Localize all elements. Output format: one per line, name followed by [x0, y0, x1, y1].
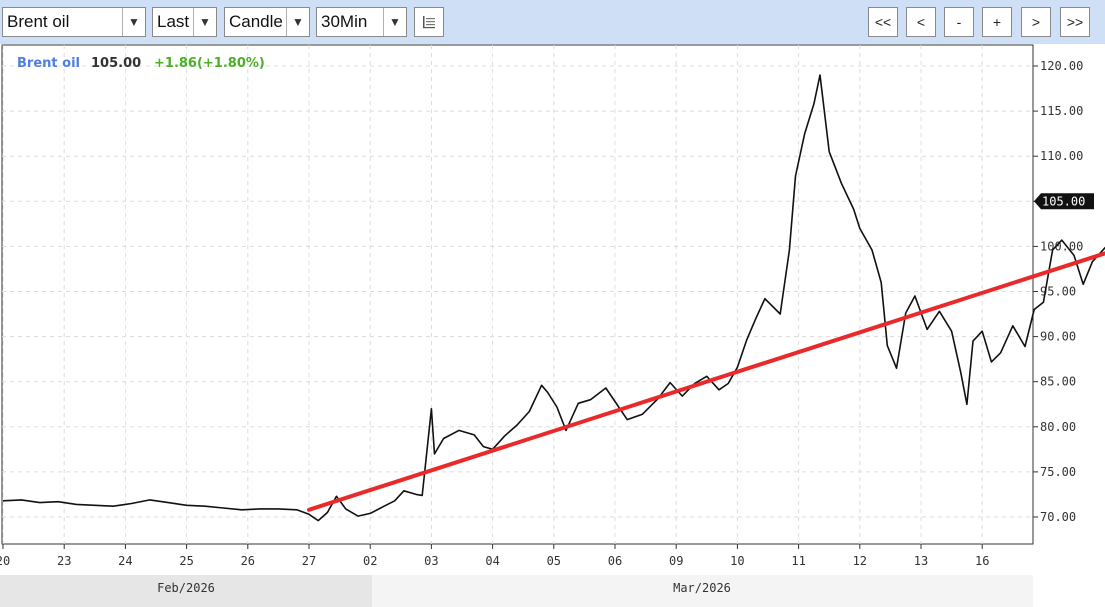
x-tick-label: 10 [730, 554, 744, 568]
y-tick-label: 85.00 [1040, 375, 1076, 389]
nav-last-button[interactable]: >> [1060, 7, 1090, 37]
price-line [2, 74, 1105, 522]
instrument-value: Brent oil [7, 12, 70, 31]
x-tick-label: 26 [241, 554, 255, 568]
legend: Brent oil 105.00 +1.86(+1.80%) [17, 56, 265, 71]
y-tick-label: 75.00 [1040, 465, 1076, 479]
plot-area [1, 44, 1034, 545]
legend-price: 105.00 [91, 56, 141, 71]
last-price-marker: 105.00 [1034, 193, 1094, 210]
x-axis: 20 23 24 25 26 27 02 03 04 05 06 09 10 11 12 13 16 [0, 544, 989, 568]
y-tick-label: 120.00 [1040, 59, 1083, 73]
chart-toolbar: Brent oil ▼ Last ▼ Candle ▼ 30Min ▼ << <… [0, 0, 1105, 44]
chevron-down-icon[interactable]: ▼ [122, 8, 145, 36]
y-tick-label: 110.00 [1040, 149, 1083, 163]
month-band-feb [0, 575, 372, 607]
x-tick-label: 20 [0, 554, 10, 568]
price-type-select[interactable]: Last ▼ [152, 7, 217, 37]
y-tick-label: 80.00 [1040, 420, 1076, 434]
y-tick-label: 95.00 [1040, 285, 1076, 299]
x-tick-label: 24 [118, 554, 132, 568]
legend-symbol: Brent oil [17, 56, 80, 71]
x-tick-label: 04 [485, 554, 499, 568]
x-tick-label: 16 [975, 554, 989, 568]
x-tick-label: 11 [791, 554, 805, 568]
x-tick-label: 23 [57, 554, 71, 568]
price-series [2, 74, 1105, 522]
x-tick-label: 05 [547, 554, 561, 568]
x-tick-label: 03 [424, 554, 438, 568]
last-price-tag [1034, 193, 1094, 210]
month-label-feb: Feb/2026 [157, 581, 215, 595]
month-band-mar [372, 575, 1033, 607]
x-tick-label: 27 [302, 554, 316, 568]
x-tick-label: 09 [669, 554, 683, 568]
last-price-label: 105.00 [1042, 194, 1085, 208]
x-tick-label: 13 [914, 554, 928, 568]
y-tick-label: 70.00 [1040, 510, 1076, 524]
month-label-mar: Mar/2026 [673, 581, 731, 595]
chart-style-value: Candle [229, 12, 283, 31]
chart-style-select[interactable]: Candle ▼ [224, 7, 310, 37]
chevron-down-icon[interactable]: ▼ [383, 8, 406, 36]
x-tick-label: 25 [179, 554, 193, 568]
nav-prev-button[interactable]: < [906, 7, 936, 37]
price-chart[interactable]: 70.00 75.00 80.00 85.00 90.00 95.00 100.00 105.… [0, 44, 1105, 607]
indicators-button[interactable] [414, 7, 444, 37]
instrument-select[interactable]: Brent oil ▼ [2, 7, 146, 37]
nav-first-button[interactable]: << [868, 7, 898, 37]
y-tick-label: 115.00 [1040, 104, 1083, 118]
bar-list-icon [423, 16, 435, 29]
zoom-out-button[interactable]: - [944, 7, 974, 37]
chevron-down-icon[interactable]: ▼ [286, 8, 309, 36]
zoom-in-button[interactable]: + [982, 7, 1012, 37]
interval-select[interactable]: 30Min ▼ [316, 7, 407, 37]
y-tick-label: 100.00 [1040, 239, 1083, 253]
interval-value: 30Min [321, 12, 368, 31]
x-tick-label: 12 [853, 554, 867, 568]
price-type-value: Last [157, 12, 190, 31]
x-tick-label: 06 [608, 554, 622, 568]
chevron-down-icon[interactable]: ▼ [193, 8, 216, 36]
y-tick-label: 90.00 [1040, 330, 1076, 344]
nav-next-button[interactable]: > [1021, 7, 1051, 37]
x-tick-label: 02 [363, 554, 377, 568]
gridlines [2, 45, 1033, 544]
legend-change: +1.86(+1.80%) [154, 56, 265, 71]
